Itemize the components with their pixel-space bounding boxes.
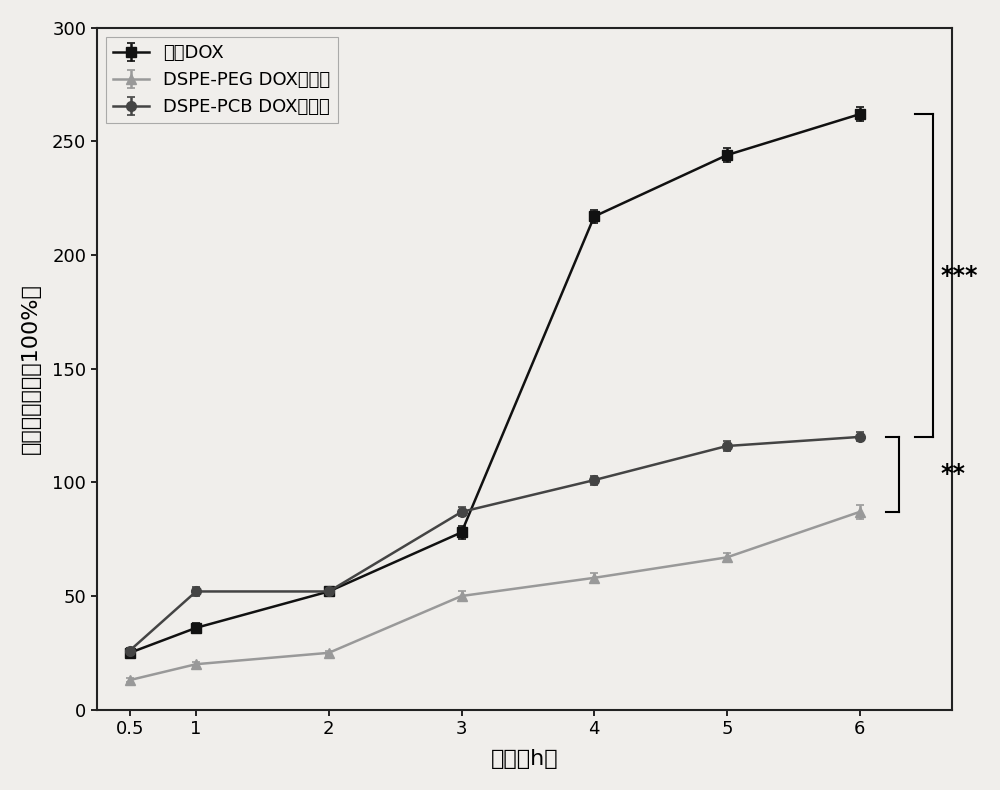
Legend: 自由DOX, DSPE-PEG DOX脂质体, DSPE-PCB DOX脂质体: 自由DOX, DSPE-PEG DOX脂质体, DSPE-PCB DOX脂质体	[106, 37, 338, 123]
Text: **: **	[941, 462, 966, 487]
Y-axis label: 平均荧光强度（100%）: 平均荧光强度（100%）	[21, 284, 41, 454]
Text: ***: ***	[941, 264, 978, 288]
X-axis label: 时间（h）: 时间（h）	[491, 749, 558, 769]
